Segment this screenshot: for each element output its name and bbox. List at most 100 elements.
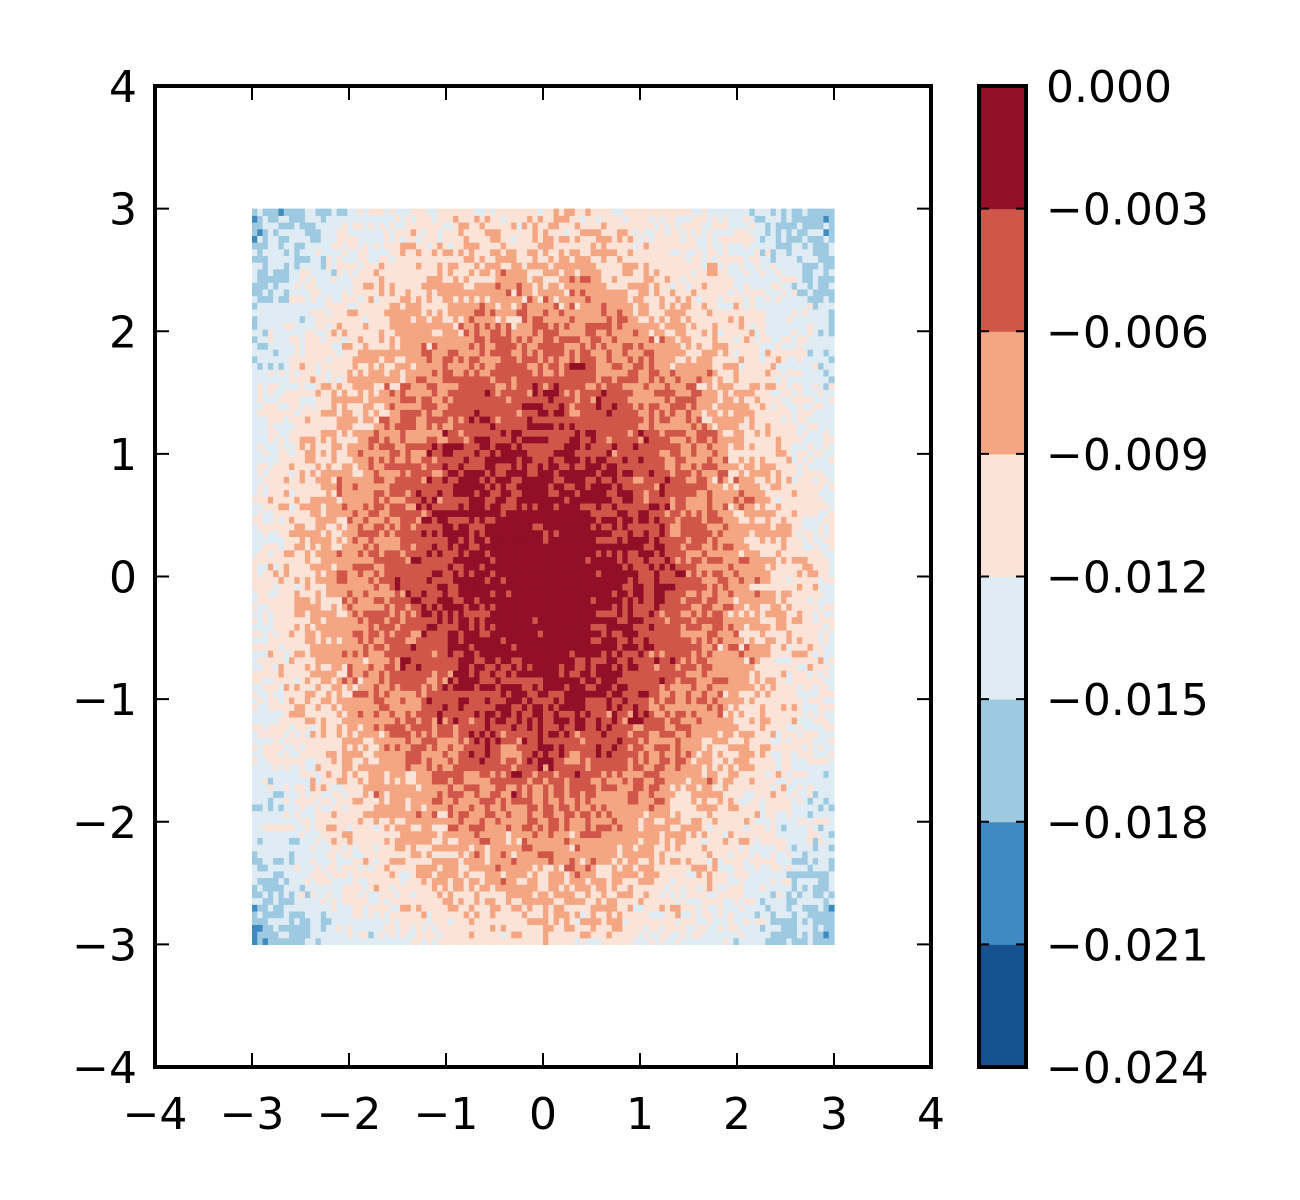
contour-cell [283, 676, 290, 685]
contour-cell [405, 830, 412, 838]
contour-cell [611, 837, 618, 845]
contour-cell [775, 650, 782, 658]
contour-cell [267, 790, 274, 798]
contour-cell [685, 910, 692, 919]
contour-cell [484, 723, 491, 731]
contour-cell [828, 663, 835, 671]
contour-cell [373, 670, 380, 678]
contour-cell [781, 777, 787, 785]
contour-cell [749, 730, 756, 738]
contour-cell [691, 737, 698, 745]
contour-cell [802, 890, 809, 899]
contour-cell [627, 750, 634, 758]
contour-cell [289, 844, 295, 852]
contour-cell [389, 870, 396, 879]
contour-cell [389, 690, 396, 698]
contour-cell [511, 757, 518, 765]
contour-cell [474, 857, 481, 865]
contour-cell [458, 797, 465, 805]
contour-cell [707, 817, 713, 825]
contour-cell [484, 810, 491, 818]
contour-cell [310, 890, 317, 899]
contour-cell [590, 904, 597, 912]
contour-cell [442, 810, 449, 818]
contour-cell [341, 924, 348, 932]
contour-cell [696, 783, 703, 792]
contour-cell [495, 803, 502, 812]
contour-cell [299, 703, 306, 711]
contour-cell [812, 703, 819, 711]
contour-cell [394, 823, 401, 832]
contour-cell [458, 763, 465, 772]
contour-cell [585, 716, 592, 725]
contour-cell [548, 716, 555, 725]
contour-cell [744, 917, 750, 925]
contour-cell [728, 643, 735, 651]
contour-cell [617, 683, 623, 691]
contour-cell [310, 817, 317, 825]
contour-cell [728, 783, 735, 792]
contour-cell [627, 884, 634, 892]
contour-cell [585, 723, 592, 731]
contour-cell [400, 737, 407, 745]
contour-cell [749, 904, 756, 912]
contour-cell [516, 817, 523, 825]
contour-cell [627, 877, 634, 885]
contour-cell [283, 716, 290, 725]
contour-cell [490, 810, 496, 818]
contour-cell [426, 844, 433, 852]
contour-cell [410, 703, 417, 711]
contour-cell [733, 663, 740, 671]
contour-cell [823, 703, 830, 711]
contour-cell [680, 904, 687, 912]
contour-cell [733, 884, 740, 892]
contour-cell [294, 823, 301, 832]
contour-cell [675, 803, 682, 812]
contour-cell [754, 884, 761, 892]
contour-cell [521, 737, 528, 745]
contour-cell [627, 763, 634, 772]
contour-cell [304, 743, 311, 752]
contour-cell [431, 676, 438, 685]
contour-cell [527, 696, 534, 705]
contour-cell [638, 837, 645, 845]
contour-cell [363, 690, 369, 698]
contour-cell [484, 803, 491, 812]
contour-cell [595, 723, 602, 731]
contour-cell [627, 770, 634, 778]
contour-cell [691, 797, 698, 805]
contour-cell [352, 850, 359, 859]
contour-cell [273, 904, 280, 912]
contour-cell [511, 683, 518, 691]
contour-cell [357, 917, 364, 925]
contour-cell [495, 636, 502, 644]
contour-cell [252, 884, 258, 892]
contour-cell [818, 910, 825, 919]
contour-cell [500, 696, 507, 705]
contour-cell [474, 770, 481, 778]
contour-cell [479, 890, 486, 899]
contour-cell [775, 770, 782, 778]
contour-cell [759, 690, 766, 698]
contour-cell [654, 663, 660, 671]
contour-cell [368, 937, 375, 945]
contour-cell [685, 897, 692, 905]
contour-cell [595, 823, 602, 832]
contour-cell [357, 663, 364, 671]
contour-cell [326, 870, 332, 879]
contour-cell [442, 850, 449, 859]
contour-cell [580, 850, 586, 859]
contour-cell [341, 783, 348, 792]
contour-cell [378, 650, 385, 658]
contour-cell [447, 676, 454, 685]
contour-cell [484, 790, 491, 798]
contour-cell [431, 864, 438, 872]
contour-cell [262, 884, 269, 892]
contour-cell [574, 823, 581, 832]
contour-cell [527, 716, 534, 725]
contour-cell [828, 750, 835, 758]
contour-cell [638, 823, 645, 832]
contour-cell [627, 790, 634, 798]
contour-cell [564, 837, 571, 845]
contour-cell [707, 864, 713, 872]
